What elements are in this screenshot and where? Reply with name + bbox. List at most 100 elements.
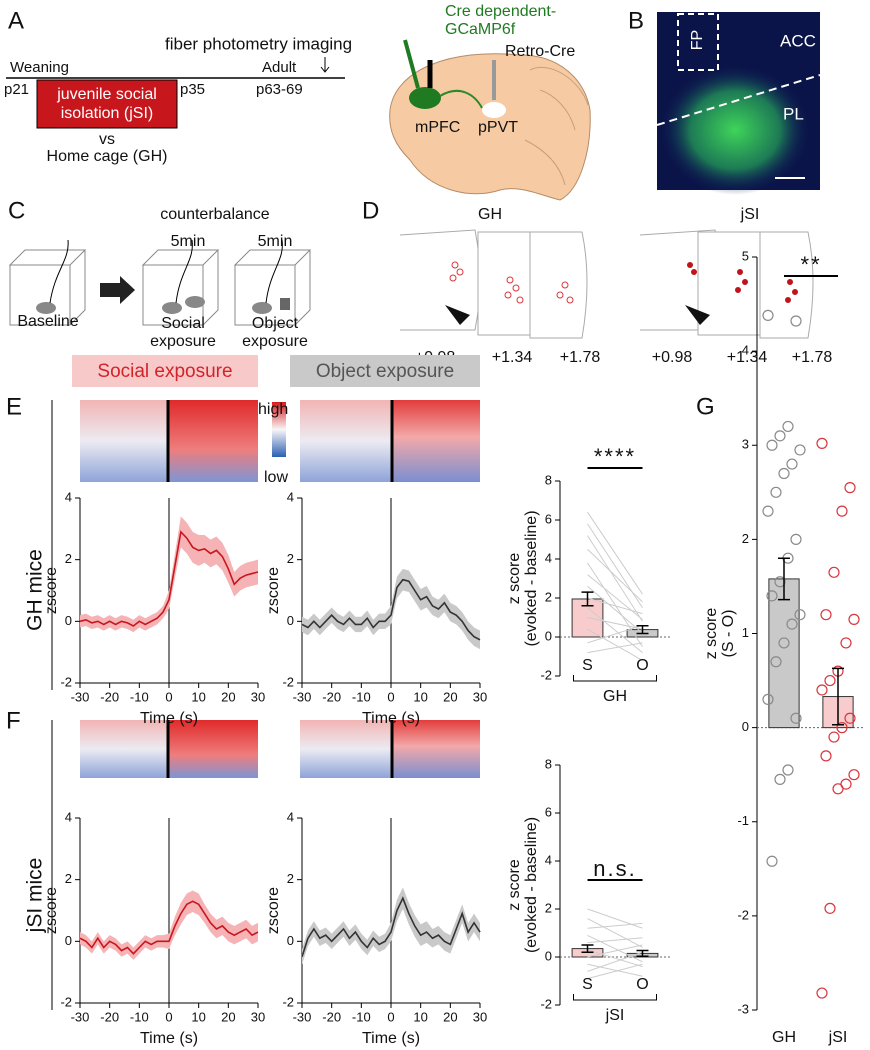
x-tick-label: -30 [71,1009,90,1024]
heatmap [80,720,168,778]
x-axis-label: Time (s) [140,1030,198,1047]
x-tick-label: -30 [293,1009,312,1024]
paired-line [587,562,643,648]
y-axis-label: z score [506,859,523,911]
y-tick-label: -2 [282,674,294,689]
x-tick-label: -20 [322,1009,341,1024]
boundary [656,74,821,126]
data-point [794,609,806,621]
isolation-label: isolation (jSI) [61,105,153,122]
virus-label: Retro-Cre [505,43,575,60]
x-axis-label: Time (s) [362,1030,420,1047]
brain-fold [524,66,589,186]
data-point [762,693,774,705]
error-band [80,516,258,633]
x-tick-label: O [636,976,648,993]
y-tick-label: 8 [545,756,552,771]
data-point [794,444,806,456]
y-axis-label: zscore [265,567,282,614]
data-point [816,987,828,999]
x-tick-label: -20 [100,1009,119,1024]
region-label: FP [689,30,706,50]
data-point [782,764,794,776]
row-label: GH mice [24,549,47,631]
y-axis-label: z score [506,553,523,605]
y-axis-label: (S - O) [720,610,737,658]
y-tick-label: 0 [287,933,294,948]
panel-label: D [362,197,379,224]
x-tick-label: 20 [443,689,457,704]
panel-label: C [8,197,25,224]
data-point [762,505,774,517]
x-tick-label: jSI [828,1029,848,1046]
heatmap [392,720,480,778]
x-tick-label: 30 [473,689,487,704]
x-tick-label: O [636,657,648,674]
paired-line [587,548,643,603]
data-point [790,712,802,724]
x-tick-label: 0 [165,1009,172,1024]
paired-line [587,918,643,948]
x-tick-label: -10 [352,689,371,704]
x-tick-label: -10 [130,1009,149,1024]
header: Social exposure [97,361,232,382]
data-point [770,656,782,668]
panel-label: E [6,393,22,420]
trace [79,900,259,955]
data-point [828,731,840,743]
paired-line [587,949,643,968]
event-marker [166,400,394,778]
injector [403,39,420,89]
paradigm-label: Social [161,315,205,332]
x-tick-label: 10 [413,1009,427,1024]
paired-line [587,617,643,630]
trace [301,896,481,957]
x-tick-label: 30 [251,689,265,704]
region-label: mPFC [415,119,460,136]
timeline-label: p63-69 [256,81,303,98]
data-point [816,437,828,449]
data-point [836,722,848,734]
paired-line [587,523,643,609]
paired-line [587,922,643,929]
arrow [320,57,330,73]
coordinate: +0.98 [652,349,693,366]
x-tick-label: 20 [221,689,235,704]
arena [8,249,312,326]
y-tick-label: 2 [65,871,72,886]
y-tick-label: 1 [742,625,749,640]
y-tick-label: 6 [545,804,552,819]
paired-line [587,574,643,620]
data-point [766,855,778,867]
ppvt-region [482,102,506,118]
x-tick-label: 30 [251,1009,265,1024]
cable [49,239,283,304]
error-bar [581,591,594,607]
error-band [302,568,480,650]
virus-label: GCaMP6f [445,21,516,38]
colorbar-label: high [258,401,288,418]
fluorescence [660,65,810,195]
paired-line [587,642,643,654]
paired-line [587,585,643,634]
data-point [848,613,860,625]
group-label: jSI [605,1007,625,1024]
data-point [774,773,786,785]
y-tick-label: -2 [737,907,749,922]
y-axis-label: zscore [43,567,60,614]
paired-line [587,937,643,944]
data-point [828,566,840,578]
timeline-label: p21 [4,81,29,98]
y-tick-label: 6 [545,511,552,526]
y-tick-label: 8 [545,472,552,487]
heatmap [300,720,392,778]
data-point [820,609,832,621]
data-point [840,637,852,649]
brain-section [399,229,814,339]
y-tick-label: 4 [65,809,72,824]
y-tick-label: 4 [287,489,294,504]
x-tick-label: S [582,657,593,674]
y-axis-label: z score [703,608,720,660]
data-point [786,618,798,630]
